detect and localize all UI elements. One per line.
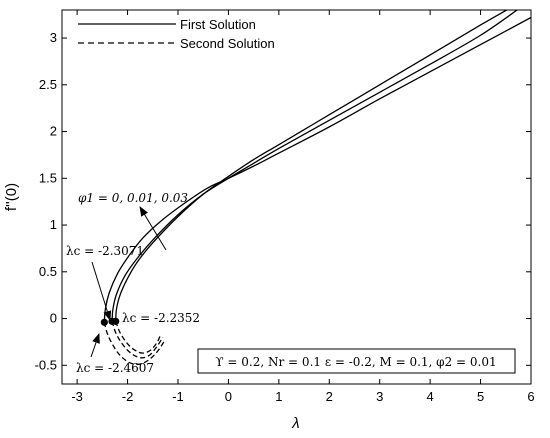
x-tick-label: 1 [275,389,282,404]
x-tick-label: 4 [427,389,434,404]
x-tick-label: 0 [225,389,232,404]
x-axis-ticks: -3 -2 -1 0 1 2 3 4 5 6 [71,10,535,404]
second-solution-line [111,321,164,359]
params-box-text: ϒ = 0.2, Nr = 0.1 ε = -0.2, M = 0.1, φ2 … [215,355,496,369]
legend: First Solution Second Solution [78,17,275,51]
second-solution-line [115,321,161,354]
phi-arrow [139,206,167,251]
curves-layer [103,10,531,366]
x-tick-label: 6 [527,389,534,404]
critical-arrow-3 [90,333,100,358]
y-axis-label: f''(0) [3,183,20,211]
phi-annotation: φ1 = 0, 0.01, 0.03 [78,191,188,205]
y-tick-label: -0.5 [35,357,57,372]
critical-arrow-2 [91,261,112,321]
x-tick-label: 3 [376,389,383,404]
params-box-frame [197,348,516,374]
first-solution-line [115,10,508,322]
y-tick-label: 1.5 [39,170,57,185]
second-solution-line [103,322,165,366]
legend-first-solution: First Solution [180,17,256,32]
y-tick-label: 3 [50,30,57,45]
critical-label-1: λc = -2.2352 [122,311,200,325]
y-tick-label: 0.5 [39,264,57,279]
x-tick-label: -1 [172,389,184,404]
legend-second-solution: Second Solution [180,36,275,51]
first-solution-line [103,16,531,323]
params-box: ϒ = 0.2, Nr = 0.1 ε = -0.2, M = 0.1, φ2 … [197,348,516,374]
x-tick-label: -3 [71,389,83,404]
y-tick-label: 0 [50,311,57,326]
y-tick-label: 2.5 [39,77,57,92]
y-tick-label: 2 [50,124,57,139]
x-tick-label: 5 [477,389,484,404]
first-solution-line [111,10,519,322]
critical-point-marker [100,318,108,326]
y-tick-label: 1 [50,217,57,232]
x-tick-label: 2 [326,389,333,404]
plot-frame [61,9,532,385]
x-axis-label: λ [291,415,299,432]
critical-label-3: λc = -2.4607 [76,361,154,375]
critical-label-2: λc = -2.3071 [66,244,144,258]
y-axis-ticks: -0.5 0 0.5 1 1.5 2 2.5 3 [35,30,531,372]
x-tick-label: -2 [122,389,134,404]
